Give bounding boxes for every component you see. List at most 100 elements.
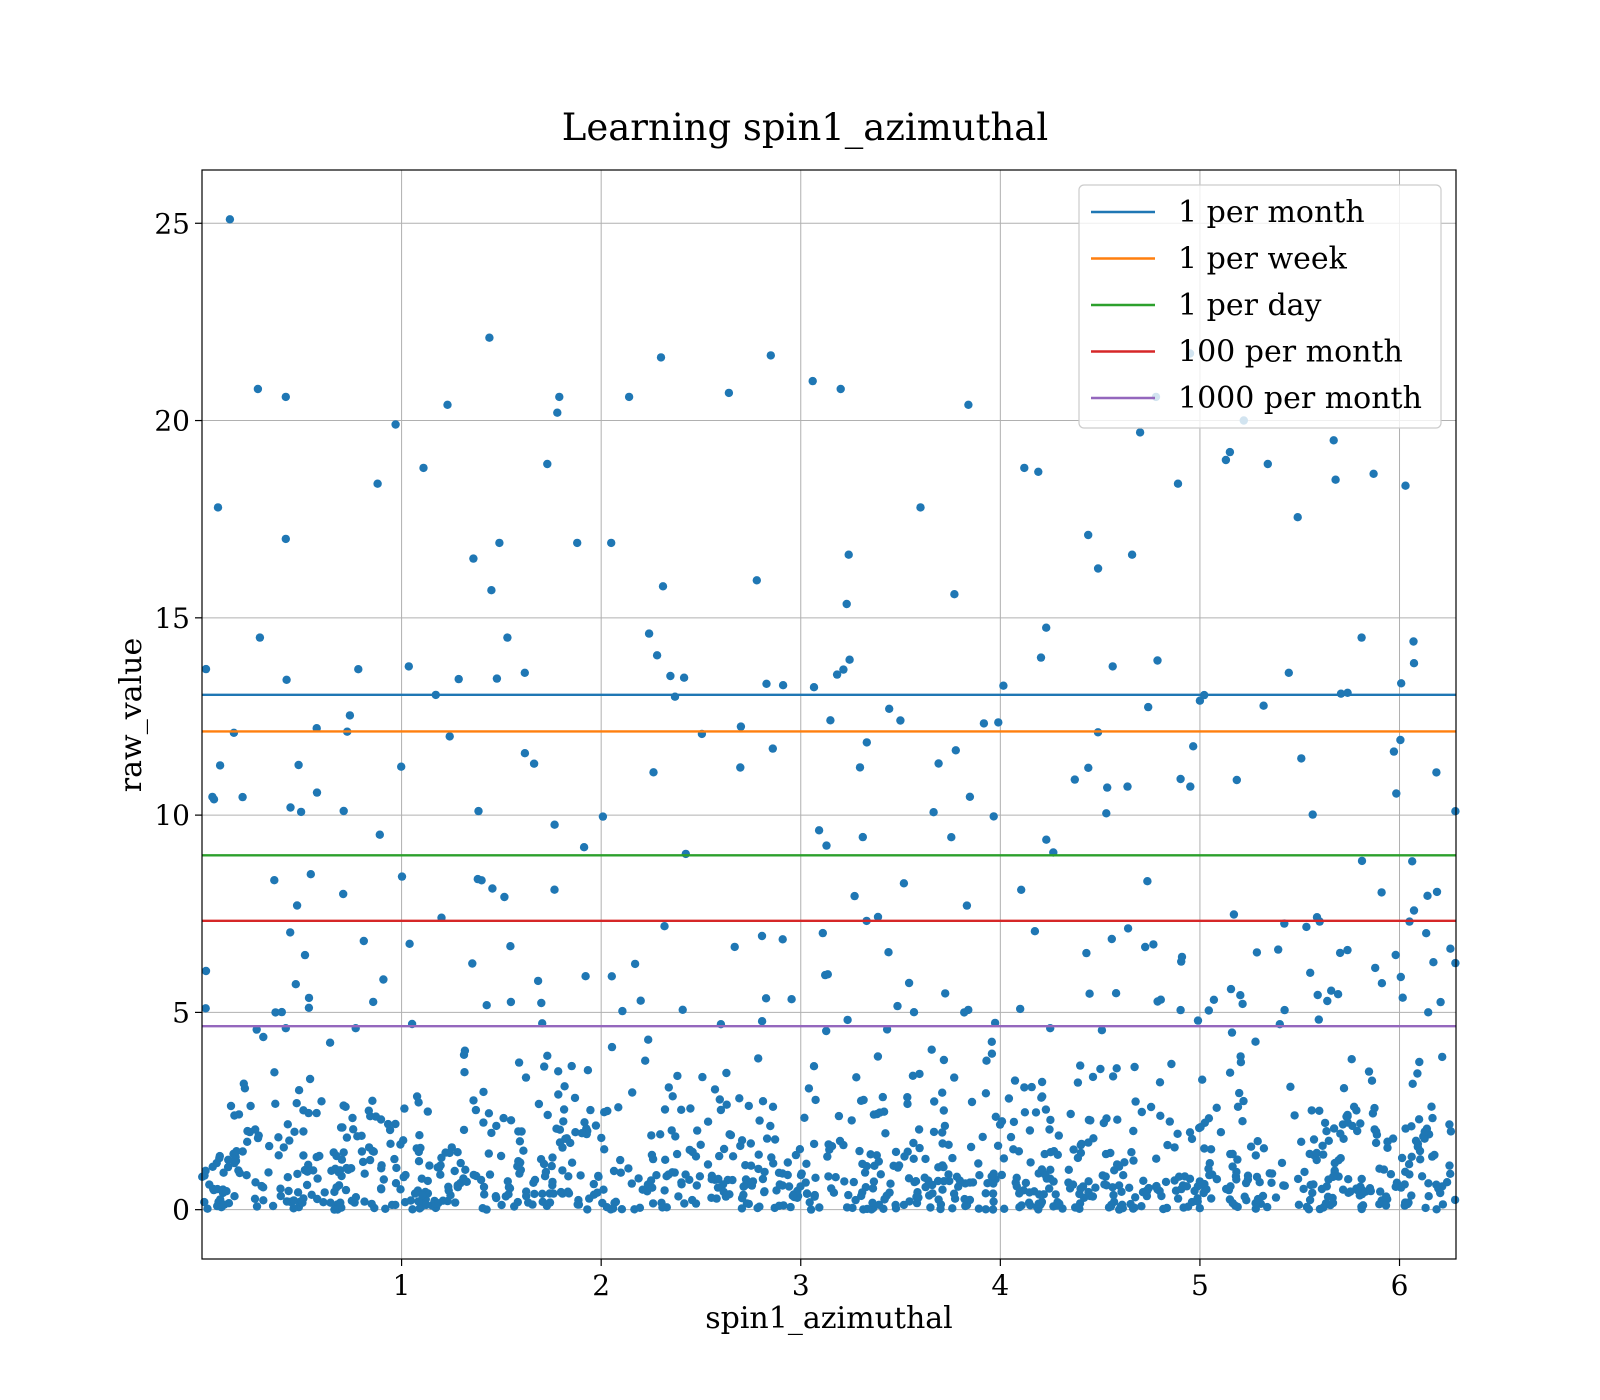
scatter-point <box>1274 945 1283 954</box>
scatter-point <box>313 1194 322 1204</box>
scatter-point <box>707 1175 716 1184</box>
scatter-point <box>1182 1182 1192 1191</box>
plot-frame <box>201 169 1457 1260</box>
scatter-point <box>1436 1188 1445 1198</box>
scatter-point <box>570 1093 580 1103</box>
scatter-point <box>1383 1137 1392 1146</box>
scatter-point <box>591 1121 601 1130</box>
scatter-point <box>1364 1067 1374 1076</box>
scatter-point <box>371 1112 381 1121</box>
scatter-point <box>1163 1140 1172 1150</box>
scatter-point <box>1170 1143 1179 1152</box>
scatter-point <box>1445 1120 1454 1129</box>
scatter-point <box>766 1121 775 1131</box>
scatter-point <box>234 1110 244 1119</box>
scatter-point <box>276 1184 285 1193</box>
scatter-point <box>656 353 666 362</box>
scatter-point <box>303 1167 312 1176</box>
scatter-point <box>1152 1154 1161 1163</box>
scatter-point <box>1024 1198 1034 1207</box>
scatter-point <box>1436 997 1445 1007</box>
scatter-point <box>648 1154 658 1164</box>
scatter-point <box>1004 1094 1014 1103</box>
scatter-point <box>999 1154 1009 1163</box>
scatter-point <box>1139 1176 1148 1186</box>
scatter-point <box>331 1164 340 1174</box>
scatter-point <box>703 1160 713 1169</box>
scatter-point <box>997 1170 1006 1180</box>
scatter-point <box>999 681 1008 690</box>
scatter-point <box>668 1092 677 1101</box>
scatter-point <box>1318 1141 1327 1151</box>
scatter-point <box>784 1182 794 1191</box>
scatter-point <box>560 1082 569 1091</box>
scatter-point <box>1397 679 1406 688</box>
scatter-point <box>1026 1158 1035 1167</box>
scatter-point <box>903 1099 912 1109</box>
y-tick-label: 0 <box>172 1194 190 1227</box>
scatter-point <box>1055 1199 1064 1208</box>
scatter-point <box>990 1018 1000 1028</box>
scatter-point <box>966 1142 976 1152</box>
scatter-point <box>802 1189 812 1198</box>
scatter-point <box>1109 1190 1118 1200</box>
scatter-point <box>660 922 669 931</box>
scatter-point <box>1408 1079 1417 1089</box>
scatter-point <box>1176 1005 1185 1015</box>
scatter-point <box>811 1173 820 1183</box>
scatter-point <box>739 1182 748 1191</box>
scatter-point <box>822 841 831 850</box>
scatter-point <box>373 479 382 488</box>
scatter-point <box>914 1125 924 1134</box>
scatter-point <box>696 1140 705 1150</box>
scatter-point <box>703 1117 713 1126</box>
scatter-point <box>1017 885 1026 894</box>
scatter-point <box>810 1192 819 1201</box>
scatter-point <box>1352 1106 1361 1115</box>
scatter-point <box>246 1101 255 1111</box>
scatter-point <box>1049 1177 1058 1186</box>
scatter-point <box>201 664 211 674</box>
scatter-point <box>554 1067 563 1076</box>
scatter-point <box>487 586 496 595</box>
scatter-point <box>1396 735 1405 745</box>
scatter-point <box>408 1205 417 1214</box>
scatter-point <box>293 1188 303 1197</box>
scatter-point <box>1438 1200 1448 1209</box>
chart-legend: 1 per month 1 per week 1 per day 100 per mo… <box>1078 184 1442 429</box>
scatter-point <box>1086 1116 1095 1125</box>
scatter-point <box>479 1118 488 1127</box>
scatter-point <box>252 1202 262 1211</box>
scatter-point <box>1353 1185 1362 1195</box>
scatter-point <box>1204 1114 1214 1123</box>
scatter-point <box>860 1168 870 1177</box>
scatter-point <box>548 1153 557 1162</box>
scatter-point <box>1034 1199 1043 1208</box>
scatter-point <box>533 976 543 986</box>
scatter-point <box>1438 1052 1447 1062</box>
scatter-point <box>1319 1150 1328 1159</box>
scatter-point <box>351 1193 361 1202</box>
scatter-point <box>391 1119 400 1129</box>
data-points <box>198 215 1460 1214</box>
scatter-point <box>341 1185 351 1195</box>
scatter-point <box>579 843 589 852</box>
x-tick-label: 2 <box>592 1269 610 1302</box>
scatter-point <box>1424 1008 1433 1017</box>
scatter-point <box>559 1117 568 1126</box>
scatter-point <box>686 1104 695 1113</box>
scatter-point <box>1280 1181 1290 1191</box>
scatter-point <box>1102 809 1111 818</box>
scatter-point <box>304 993 314 1003</box>
scatter-point <box>658 1203 667 1212</box>
scatter-point <box>1045 1125 1054 1134</box>
scatter-point <box>886 1179 895 1188</box>
scatter-point <box>797 1169 806 1178</box>
scatter-point <box>274 1151 283 1160</box>
scatter-point <box>1046 1148 1055 1157</box>
scatter-point <box>1319 1203 1328 1212</box>
scatter-point <box>1252 948 1262 957</box>
scatter-point <box>857 1191 866 1201</box>
scatter-point <box>437 1153 446 1163</box>
scatter-point <box>1312 1148 1321 1158</box>
